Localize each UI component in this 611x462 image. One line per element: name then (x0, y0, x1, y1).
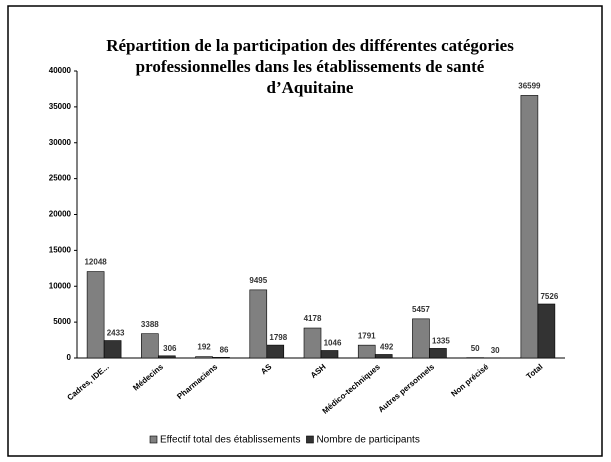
y-tick-label: 25000 (49, 174, 72, 183)
bar (249, 289, 268, 359)
legend-label: Effectif total des établissements (160, 435, 300, 446)
value-label: 7526 (540, 292, 558, 301)
y-tick-label: 20000 (49, 210, 72, 219)
legend-swatch (306, 435, 314, 444)
value-label: 86 (220, 345, 229, 354)
bar (195, 356, 213, 359)
bar (303, 327, 322, 359)
bar (357, 344, 376, 359)
y-tick-label: 10000 (49, 281, 72, 290)
frame (7, 5, 603, 457)
bar (412, 318, 430, 359)
y-tick-label: 0 (67, 353, 72, 362)
value-label: 5457 (412, 305, 430, 314)
chart-title: Répartition de la participation des diff… (106, 36, 514, 55)
y-tick-label: 40000 (49, 66, 72, 75)
bar (212, 357, 230, 359)
value-label: 9495 (249, 276, 267, 285)
bar (320, 350, 339, 359)
y-tick-label: 35000 (49, 102, 72, 111)
value-label: 12048 (84, 258, 107, 267)
value-label: 50 (471, 344, 480, 353)
value-label: 306 (163, 344, 177, 353)
value-label: 4178 (304, 314, 322, 323)
bar (374, 354, 393, 359)
value-label: 30 (491, 346, 500, 355)
legend-label: Nombre de participants (316, 435, 419, 446)
bar (141, 333, 159, 359)
legend-swatch (149, 435, 158, 444)
value-label: 192 (197, 343, 211, 352)
bar (429, 348, 447, 359)
y-tick-label: 15000 (49, 245, 72, 254)
value-label: 1798 (269, 333, 287, 342)
y-tick-label: 30000 (49, 138, 72, 147)
chart-title: d’Aquitaine (267, 78, 354, 97)
value-label: 1335 (432, 337, 450, 346)
value-label: 2433 (107, 329, 125, 338)
bar (520, 95, 539, 359)
bar (103, 340, 122, 359)
y-tick-label: 5000 (53, 317, 71, 326)
value-label: 36599 (518, 82, 541, 91)
value-label: 492 (380, 343, 394, 352)
bar (537, 303, 556, 359)
value-label: 1791 (358, 331, 376, 340)
bar (158, 355, 176, 359)
bar (266, 344, 285, 359)
bar (86, 271, 105, 359)
value-label: 3388 (141, 320, 159, 329)
chart-title: professionnelles dans les établissements… (136, 57, 485, 76)
value-label: 1046 (324, 339, 342, 348)
